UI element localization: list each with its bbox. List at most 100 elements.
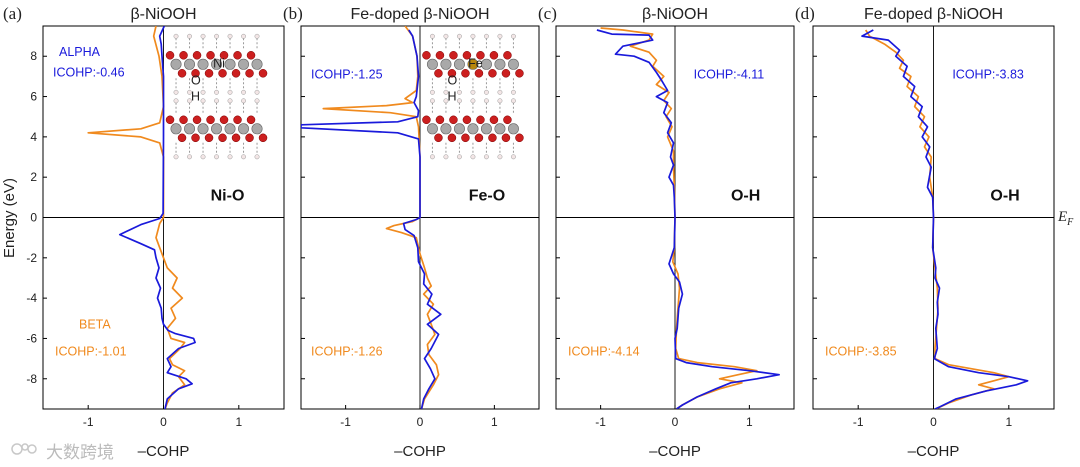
nickel-atom: [170, 58, 182, 70]
hydrogen-atom: [470, 33, 476, 39]
oxygen-atom: [515, 69, 524, 78]
legend-alpha-label: ALPHA: [59, 45, 101, 59]
y-tick-label: 6: [30, 90, 37, 104]
hydrogen-atom: [470, 89, 476, 95]
oxygen-atom: [435, 115, 445, 125]
nickel-atom: [467, 123, 479, 135]
oxygen-atom: [501, 69, 511, 78]
nickel-atom: [224, 58, 236, 70]
icohp-beta-label: ICOHP:-1.01: [55, 345, 127, 359]
oxygen-atom: [503, 115, 512, 125]
hydrogen-atom: [510, 98, 516, 104]
series-alpha-line: [301, 29, 442, 409]
oxygen-atom: [177, 133, 187, 143]
panel-label: (b): [283, 4, 303, 23]
inset-metal-label: Ni: [213, 56, 225, 70]
y-tick-label: -6: [26, 331, 37, 345]
hydrogen-atom: [227, 154, 233, 160]
oxygen-atom: [501, 133, 511, 143]
panel-label: (c): [538, 4, 557, 23]
bond-label: O-H: [731, 187, 760, 204]
oxygen-atom: [206, 51, 215, 60]
oxygen-atom: [245, 69, 254, 78]
oxygen-atom: [449, 115, 458, 125]
oxygen-atom: [258, 69, 268, 78]
x-tick-label: 0: [672, 415, 679, 429]
x-tick-label: -1: [853, 415, 864, 429]
nickel-atom: [494, 58, 506, 70]
nickel-atom: [238, 123, 250, 135]
hydrogen-atom: [173, 98, 179, 104]
oxygen-atom: [191, 133, 200, 143]
oxygen-atom: [449, 51, 458, 60]
hydrogen-atom: [187, 33, 192, 39]
x-axis-title: –COHP: [138, 443, 190, 460]
hydrogen-atom: [200, 33, 206, 39]
series-alpha-line: [596, 29, 780, 409]
oxygen-atom: [192, 115, 202, 125]
oxygen-atom: [488, 133, 497, 143]
hydrogen-atom: [173, 154, 179, 160]
oxygen-atom: [218, 69, 227, 78]
oxygen-atom: [447, 69, 457, 78]
iron-atom: [467, 58, 479, 70]
bond-label: Ni-O: [211, 187, 245, 204]
panel-title: Fe-doped β-NiOOH: [350, 6, 489, 23]
x-axis-title: –COHP: [649, 443, 701, 460]
hydrogen-atom: [429, 98, 435, 104]
chart-panel-2: -1 0 1 –COHP (b) Fe-doped β-NiOOH Fe-O ICOHP:-1…: [283, 4, 540, 460]
panels-group: -1 0 1 -8 -6 -4 -2 0 2 4 6 8 –COHP (a) β-NiOOH Ni-O ICOH…: [3, 4, 1055, 460]
hydrogen-atom: [429, 89, 435, 95]
icohp-beta-label: ICOHP:-3.85: [825, 345, 897, 359]
oxygen-atom: [515, 133, 524, 143]
hydrogen-atom: [241, 98, 246, 104]
hydrogen-atom: [254, 98, 260, 104]
panel-title: Fe-doped β-NiOOH: [864, 6, 1003, 23]
panel-label: (d): [795, 4, 815, 23]
oxygen-atom: [231, 133, 241, 143]
y-axis-title: Energy (eV): [1, 178, 18, 258]
hydrogen-atom: [510, 89, 516, 95]
series-beta-line: [322, 26, 440, 409]
hydrogen-atom: [241, 33, 246, 39]
oxygen-atom: [179, 115, 188, 125]
oxygen-atom: [177, 69, 187, 78]
y-tick-label: 0: [30, 211, 37, 225]
nickel-atom: [507, 123, 519, 135]
oxygen-atom: [231, 69, 241, 78]
watermark-text: 大数跨境: [46, 443, 114, 463]
oxygen-atom: [489, 51, 499, 60]
hydrogen-atom: [470, 154, 476, 160]
oxygen-atom: [489, 115, 499, 125]
oxygen-atom: [218, 133, 227, 143]
hydrogen-atom: [510, 154, 516, 160]
hydrogen-atom: [483, 89, 489, 95]
nickel-atom: [197, 123, 209, 135]
inset-oxygen-label: O: [447, 73, 457, 87]
oxygen-atom: [434, 133, 443, 143]
icohp-beta-label: ICOHP:-4.14: [568, 345, 640, 359]
hydrogen-atom: [254, 154, 260, 160]
nickel-atom: [480, 58, 492, 70]
nickel-atom: [197, 58, 209, 70]
icohp-alpha-label: ICOHP:-0.46: [53, 65, 125, 79]
hydrogen-atom: [470, 98, 476, 104]
hydrogen-atom: [483, 154, 489, 160]
hydrogen-atom: [456, 89, 462, 95]
x-axis-title: –COHP: [394, 443, 446, 460]
nickel-atom: [184, 123, 196, 135]
oxygen-atom: [219, 51, 229, 60]
oxygen-atom: [179, 51, 188, 60]
oxygen-atom: [206, 115, 215, 125]
oxygen-atom: [233, 51, 242, 60]
oxygen-atom: [435, 51, 445, 60]
hydrogen-atom: [510, 33, 516, 39]
oxygen-atom: [245, 133, 254, 143]
crystal-structure-inset: Fe OH: [422, 33, 524, 160]
x-tick-label: 0: [930, 415, 937, 429]
chart-panel-3: -1 0 1 –COHP (c) β-NiOOH O-H ICOHP:-4.11 ICOHP:-…: [538, 4, 795, 460]
oxygen-atom: [434, 69, 443, 78]
nickel-atom: [251, 58, 263, 70]
oxygen-atom: [488, 69, 497, 78]
oxygen-atom: [447, 133, 457, 143]
